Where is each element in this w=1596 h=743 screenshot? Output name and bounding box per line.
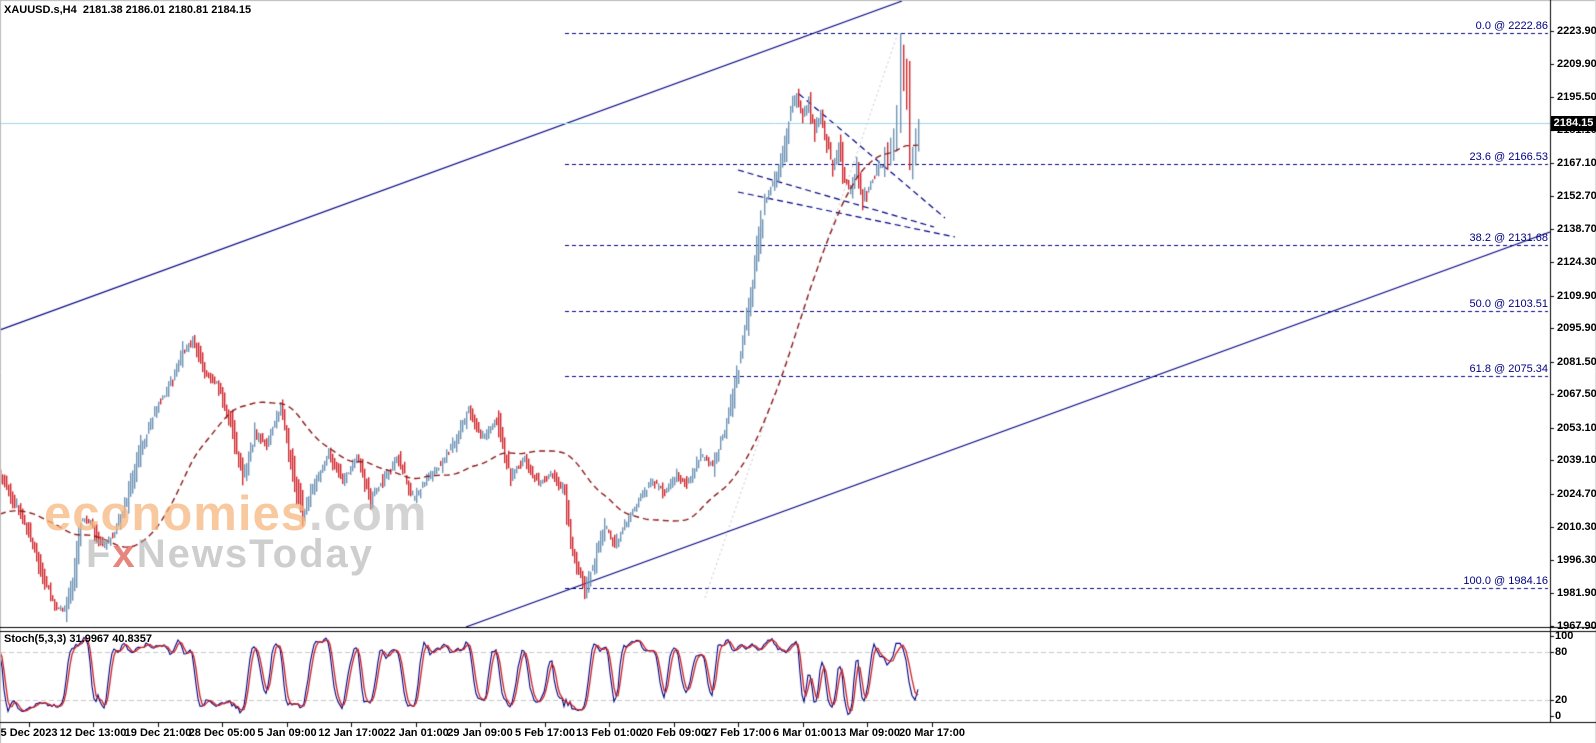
time-axis-label: 27 Feb 17:00 bbox=[704, 727, 772, 739]
time-axis-label: 12 Jan 17:00 bbox=[318, 727, 384, 739]
time-axis-label: 5 Dec 2023 bbox=[0, 727, 58, 739]
time-axis-label: 5 Jan 09:00 bbox=[257, 727, 317, 739]
time-axis-label: 28 Dec 05:00 bbox=[188, 727, 256, 739]
time-axis-label: 29 Jan 09:00 bbox=[447, 727, 513, 739]
price-axis-label: 2010.30 bbox=[1557, 521, 1596, 534]
fib-level-label: 0.0 @ 2222.86 bbox=[1475, 20, 1548, 33]
time-axis-label: 13 Mar 09:00 bbox=[833, 727, 901, 739]
price-axis-label: 2053.10 bbox=[1557, 421, 1596, 434]
stoch-level-label: 100 bbox=[1555, 630, 1574, 642]
price-axis-label: 1967.90 bbox=[1557, 619, 1596, 632]
price-axis-label: 2067.50 bbox=[1557, 388, 1596, 401]
time-axis-label: 20 Feb 09:00 bbox=[640, 727, 708, 739]
symbol-ohlc-title: XAUUSD.s,H4 2181.38 2186.01 2180.81 2184… bbox=[4, 4, 252, 16]
time-axis-label: 19 Dec 21:00 bbox=[124, 727, 192, 739]
stoch-level-label: 0 bbox=[1555, 710, 1562, 722]
fib-level-label: 23.6 @ 2166.53 bbox=[1469, 151, 1548, 164]
price-axis-label: 2124.30 bbox=[1557, 256, 1596, 269]
stochastic-indicator-label: Stoch(5,3,3) 31.9967 40.8357 bbox=[4, 633, 152, 645]
price-axis-label: 1981.90 bbox=[1557, 587, 1596, 599]
price-axis-label: 2095.90 bbox=[1557, 322, 1596, 335]
price-axis-label: 2024.70 bbox=[1557, 487, 1596, 500]
price-axis-label: 2195.50 bbox=[1557, 90, 1596, 103]
price-axis-label: 2209.90 bbox=[1557, 57, 1596, 70]
price-axis-label: 2223.90 bbox=[1557, 25, 1596, 37]
price-axis-label: 2039.10 bbox=[1557, 454, 1596, 467]
fib-level-label: 38.2 @ 2131.68 bbox=[1469, 232, 1548, 245]
price-axis-label: 2109.90 bbox=[1557, 289, 1596, 302]
current-price-badge: 2184.15 bbox=[1551, 116, 1596, 132]
time-axis-label: 22 Jan 01:00 bbox=[383, 727, 449, 739]
time-axis-label: 20 Mar 17:00 bbox=[898, 727, 966, 739]
time-axis-label: 5 Feb 17:00 bbox=[515, 727, 575, 739]
stoch-level-label: 80 bbox=[1555, 646, 1568, 658]
fib-level-label: 100.0 @ 1984.16 bbox=[1463, 574, 1548, 587]
fib-level-label: 50.0 @ 2103.51 bbox=[1469, 297, 1548, 310]
price-axis-label: 1996.30 bbox=[1557, 553, 1596, 566]
time-axis-label: 13 Feb 01:00 bbox=[575, 727, 643, 739]
price-axis-label: 2081.50 bbox=[1557, 355, 1596, 368]
stoch-level-label: 20 bbox=[1555, 694, 1568, 706]
price-axis-label: 2167.10 bbox=[1557, 156, 1596, 169]
price-axis-label: 2152.70 bbox=[1557, 190, 1596, 203]
price-axis-label: 2138.70 bbox=[1557, 222, 1596, 235]
time-axis-label: 12 Dec 13:00 bbox=[59, 727, 127, 739]
fib-level-label: 61.8 @ 2075.34 bbox=[1469, 363, 1548, 375]
time-axis-label: 6 Mar 01:00 bbox=[773, 727, 833, 739]
